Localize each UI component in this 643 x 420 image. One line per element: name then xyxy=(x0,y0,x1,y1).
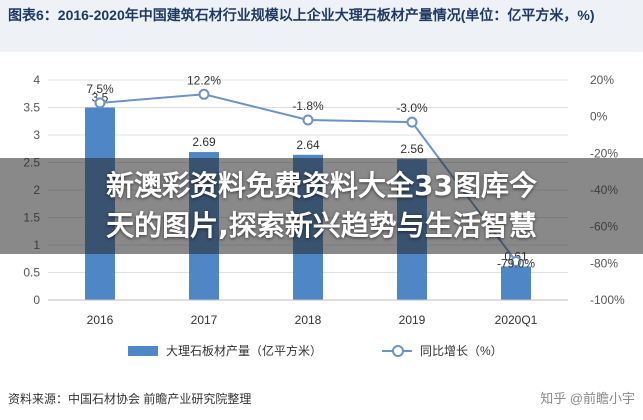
growth-value-label: -79.0% xyxy=(497,257,535,271)
legend: 大理石板材产量（亿平方米） 同比增长（%） xyxy=(0,340,643,362)
right-tick-label: 20% xyxy=(590,73,614,87)
growth-point xyxy=(406,116,418,128)
right-tick-label: -80% xyxy=(590,256,618,270)
chart-title: 图表6：2016-2020年中国建筑石材行业规模以上企业大理石板材产量情况(单位… xyxy=(8,7,595,23)
right-tick-label: 0% xyxy=(590,110,608,124)
left-tick-label: 0 xyxy=(33,293,40,307)
overlay-headline: 新澳彩资料免费资料大全33图库今 天的图片,探索新兴趋势与生活智慧 xyxy=(0,166,643,246)
right-tick-label: -20% xyxy=(590,146,618,160)
left-tick-label: 4 xyxy=(33,73,40,87)
title-bar xyxy=(0,0,643,52)
bar-value-label: 2.69 xyxy=(192,135,216,149)
watermark: 知乎 @前瞻小宇 xyxy=(540,391,635,406)
x-tick-label: 2017 xyxy=(191,313,218,327)
right-tick-label: -100% xyxy=(590,293,625,307)
overlay-headline-line1: 新澳彩资料免费资料大全33图库今 xyxy=(106,169,537,202)
bar xyxy=(501,266,531,300)
x-tick-label: 2020Q1 xyxy=(495,313,538,327)
legend-bar-swatch xyxy=(128,346,158,356)
x-tick-label: 2018 xyxy=(295,313,322,327)
legend-line-marker xyxy=(392,345,404,357)
bar-value-label: 2.56 xyxy=(400,142,424,156)
source-note: 资料来源：中国石材协会 前瞻产业研究院整理 xyxy=(8,392,252,406)
growth-value-label: -1.8% xyxy=(292,99,324,113)
growth-point xyxy=(510,256,522,267)
growth-value-label: 7.5% xyxy=(86,82,114,96)
x-axis: 2016 2017 2018 2019 2020Q1 xyxy=(48,299,568,327)
bar-value-label: 2.64 xyxy=(296,138,320,152)
growth-value-label: 12.2% xyxy=(187,73,221,87)
left-tick-label: 3 xyxy=(33,128,40,142)
overlay-headline-line2: 天的图片,探索新兴趋势与生活智慧 xyxy=(106,209,537,242)
growth-point xyxy=(94,97,106,109)
legend-line-label: 同比增长（%） xyxy=(420,344,503,358)
legend-bar-label: 大理石板材产量（亿平方米） xyxy=(166,344,323,358)
left-tick-label: 3.5 xyxy=(23,101,40,115)
line-labels: 7.5% 12.2% -1.8% -3.0% -79.0% xyxy=(86,73,535,270)
growth-point xyxy=(302,114,314,126)
x-tick-label: 2019 xyxy=(399,313,426,327)
growth-value-label: -3.0% xyxy=(396,101,428,115)
overlay-band xyxy=(0,158,643,254)
growth-point xyxy=(198,88,210,100)
left-tick-label: 0.5 xyxy=(23,266,40,280)
x-tick-label: 2016 xyxy=(87,313,114,327)
